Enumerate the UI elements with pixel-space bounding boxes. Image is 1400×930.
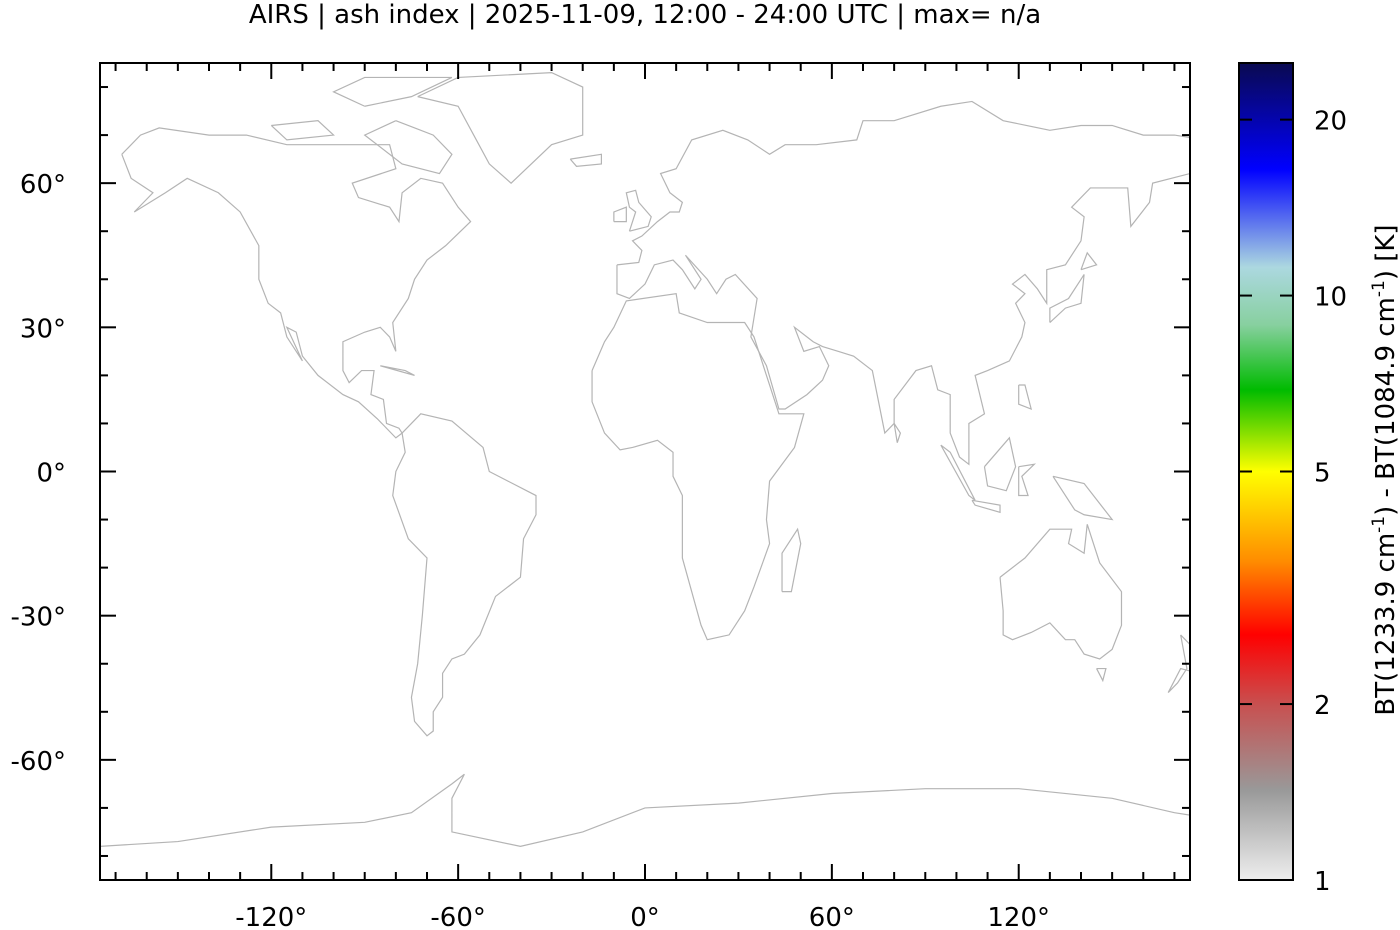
coastline: [380, 365, 415, 376]
y-tick-label: -30°: [11, 603, 66, 633]
y-tick-label: 0°: [36, 459, 66, 489]
colorbar-ticks: [1239, 118, 1293, 706]
coastline: [417, 72, 584, 184]
x-tick-label: -120°: [235, 903, 307, 930]
colorbar-tick-label: 2: [1314, 691, 1331, 721]
coastline: [1167, 634, 1190, 693]
coastline: [569, 153, 603, 167]
axis-ticks: [100, 63, 1190, 880]
coastline: [625, 189, 652, 232]
x-tick-label: 120°: [987, 903, 1050, 930]
colorbar-tick-label: 5: [1314, 459, 1331, 489]
coastline: [591, 293, 805, 641]
coastline: [1018, 463, 1037, 497]
coastline: [1080, 251, 1098, 271]
coastline: [983, 436, 1017, 492]
coastline: [121, 127, 472, 439]
coastline: [332, 76, 453, 107]
y-tick-label: 30°: [20, 314, 66, 344]
coastline: [100, 773, 1190, 847]
coastline: [1052, 475, 1114, 521]
coastline: [616, 100, 1190, 466]
x-tick-label: 0°: [630, 903, 660, 930]
chart-title: AIRS | ash index | 2025-11-09, 12:00 - 2…: [248, 0, 1042, 30]
coastline: [893, 423, 902, 443]
colorbar-tick-label: 20: [1314, 107, 1347, 137]
colorbar-tick-label: 10: [1314, 283, 1347, 313]
coastline: [363, 120, 453, 175]
coastline: [392, 413, 537, 737]
x-axis-labels: -120° -60° 0° 60° 120°: [235, 903, 1050, 930]
coastline: [971, 499, 1001, 514]
x-tick-label: -60°: [430, 903, 485, 930]
colorbar-axis-title: BT(1233.9 cm-1) - BT(1084.9 cm-1) [K]: [1369, 224, 1400, 715]
label-superscript: -1: [1369, 280, 1389, 297]
y-axis-labels: 60° 30° 0° -30° -60°: [11, 170, 66, 777]
y-tick-label: -60°: [11, 747, 66, 777]
coastline: [781, 527, 802, 593]
y-tick-label: 60°: [20, 170, 66, 200]
colorbar-tick-label: 1: [1314, 867, 1331, 897]
coastline: [999, 524, 1123, 660]
coastline: [1049, 274, 1085, 323]
label-part: ) - BT(1084.9 cm: [1371, 297, 1400, 516]
x-tick-label: 60°: [809, 903, 855, 930]
coastline: [613, 206, 627, 223]
label-superscript: -1: [1369, 516, 1389, 533]
label-part: BT(1233.9 cm: [1371, 533, 1400, 716]
coastline: [1018, 384, 1033, 411]
colorbar-labels: 1 2 5 10 20: [1314, 107, 1347, 897]
coastline: [1096, 667, 1107, 683]
coastlines: [100, 72, 1190, 847]
coastline: [270, 120, 335, 141]
label-part: ) [K]: [1371, 224, 1400, 280]
